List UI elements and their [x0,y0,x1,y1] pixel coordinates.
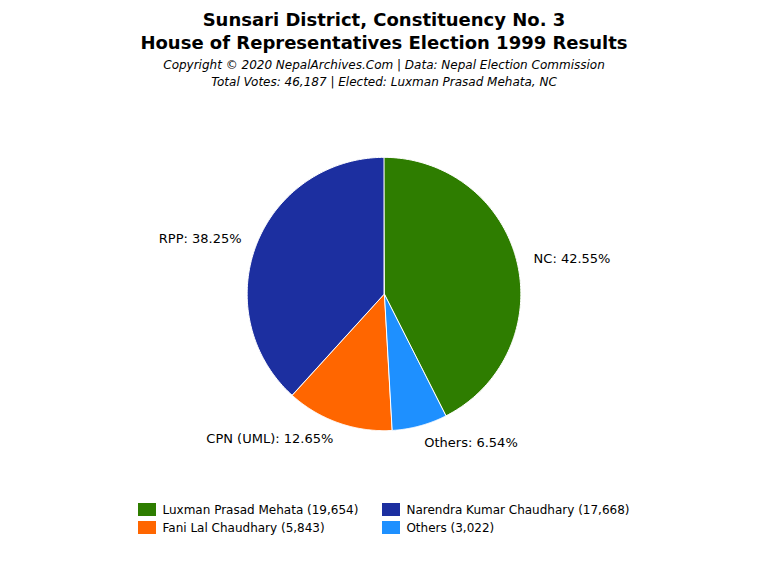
svg-text:NC: 42.55%: NC: 42.55% [534,251,611,266]
html-text:Sunsari District, Constituency: Sunsari District, Constituency No. 3 [202,9,566,30]
svg-text:Others: 6.54%: Others: 6.54% [424,434,517,449]
svg-text:RPP: 38.25%: RPP: 38.25% [159,231,242,246]
svg-text:CPN (UML): 12.65%: CPN (UML): 12.65% [206,431,333,446]
html-text:Fani Lal Chaudhary (5,843): Fani Lal Chaudhary (5,843) [162,520,325,535]
html-text:Others (3,022): Others (3,022) [406,520,495,535]
html-text:Total Votes: 46,187 | Elected:: Total Votes: 46,187 | Elected: Luxman Pr… [211,74,557,89]
html-text:House of Representatives Elect: House of Representatives Election 1999 R… [140,32,628,54]
html-text:Copyright © 2020 NepalArchives: Copyright © 2020 NepalArchives.Com | Dat… [163,57,605,72]
html-text:Luxman Prasad Mehata (19,654): Luxman Prasad Mehata (19,654) [162,502,359,517]
html-text:Narendra Kumar Chaudhary (17,6: Narendra Kumar Chaudhary (17,668) [406,502,630,517]
